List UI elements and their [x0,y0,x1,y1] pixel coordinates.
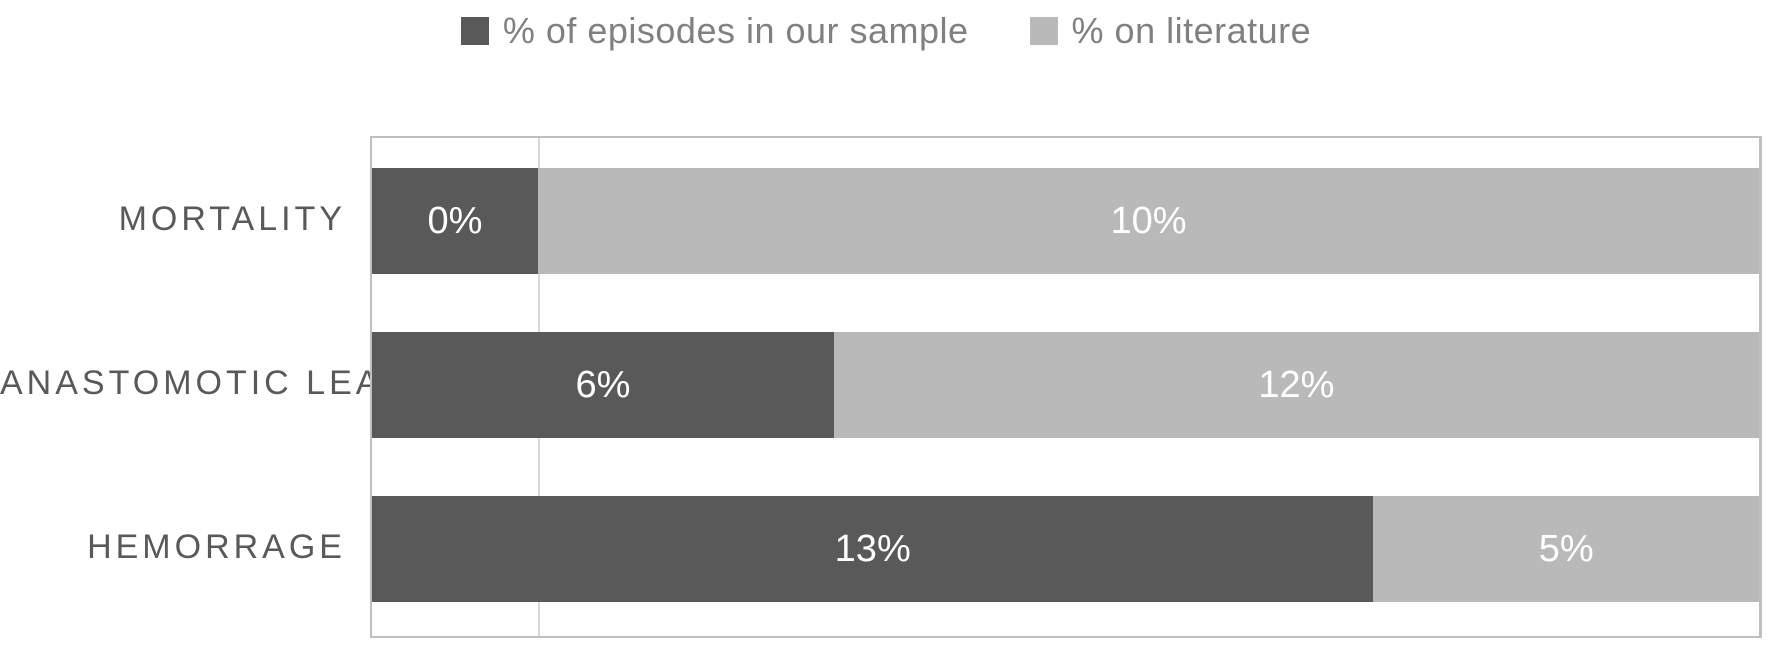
complications-chart: % of episodes in our sample % on literat… [0,0,1772,648]
bar-seg-mortality-sample: 0% [372,168,538,274]
bar-value-hemorrage-sample: 13% [835,528,911,571]
legend-swatch-literature [1030,17,1058,45]
plot-area: 0% 10% 6% 12% 13% 5% [370,136,1762,638]
bar-value-hemorrage-literature: 5% [1539,528,1594,571]
bar-value-anastomotic-leak-literature: 12% [1258,364,1334,407]
legend-item-sample: % of episodes in our sample [461,10,969,52]
bar-row-anastomotic-leak: 6% 12% [372,332,1759,438]
bar-seg-hemorrage-sample: 13% [372,496,1373,602]
legend-label-sample: % of episodes in our sample [503,10,969,52]
bar-seg-mortality-literature: 10% [538,168,1759,274]
bar-row-hemorrage: 13% 5% [372,496,1759,602]
bar-value-mortality-literature: 10% [1110,200,1186,243]
bar-seg-anastomotic-leak-literature: 12% [834,332,1759,438]
legend: % of episodes in our sample % on literat… [0,10,1772,52]
legend-swatch-sample [461,17,489,45]
category-label-hemorrage: HEMORRAGE [0,528,346,567]
bar-value-anastomotic-leak-sample: 6% [575,364,630,407]
bar-row-mortality: 0% 10% [372,168,1759,274]
legend-item-literature: % on literature [1030,10,1312,52]
bar-seg-anastomotic-leak-sample: 6% [372,332,834,438]
bar-value-mortality-sample: 0% [428,200,483,243]
bar-seg-hemorrage-literature: 5% [1373,496,1759,602]
legend-label-literature: % on literature [1072,10,1312,52]
category-label-mortality: MORTALITY [0,200,346,239]
category-label-anastomotic-leak: ANASTOMOTIC LEAK [0,364,346,403]
